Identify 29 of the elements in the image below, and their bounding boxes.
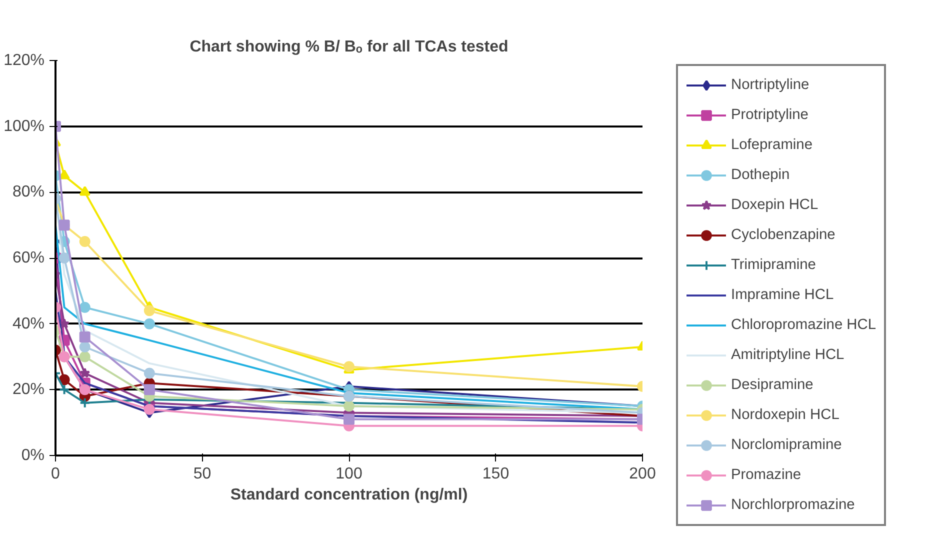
legend-label: Promazine [731,466,802,485]
legend-label: Cyclobenzapine [731,226,836,245]
x-tick-label: 200 [629,466,656,482]
legend-label: Protriptyline [731,106,808,125]
legend-label: Amitriptyline HCL [731,346,844,365]
legend-label: Impramine HCL [731,286,834,305]
legend-label: Desipramine [731,376,814,395]
y-tick-label: 80% [12,184,45,201]
legend-label: Nortriptyline [731,76,810,95]
y-tick-label: 60% [12,250,45,266]
x-tick-label: 0 [51,466,60,482]
legend-label: Doxepin HCL [731,196,818,215]
legend-label: Nordoxepin HCL [731,406,840,425]
y-tick-label: 120% [4,52,44,69]
y-tick-label: 0% [21,447,44,464]
legend-label: Dothepin [731,166,790,185]
legend-label: Norclomipramine [731,436,842,455]
legend-label: Lofepramine [731,136,812,155]
legend-label: Trimipramine [731,256,816,275]
x-tick-label: 150 [482,466,510,482]
x-tick-label: 50 [193,466,212,482]
legend-label: Chloropromazine HCL [731,316,876,335]
y-tick-label: 20% [12,381,45,398]
y-tick-label: 100% [4,118,44,135]
x-tick-label: 100 [336,466,362,482]
legend-label: Norchlorpromazine [731,496,855,515]
chart-title: Chart showing % B/ Bₒ for all TCAs tested [190,38,508,56]
x-axis-title: Standard concentration (ng/ml) [230,486,468,504]
y-tick-label: 40% [12,315,45,332]
